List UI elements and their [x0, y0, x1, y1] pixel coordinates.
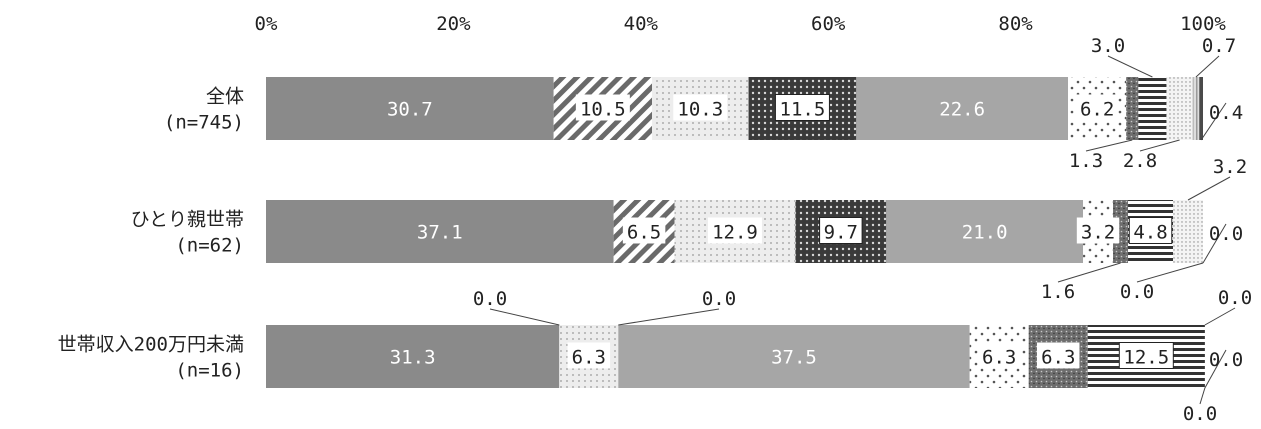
data-label: 4.8 [1133, 222, 1167, 244]
label-leader-line [1199, 387, 1206, 405]
category-label: (n=16) [175, 360, 244, 382]
data-label: 2.8 [1123, 150, 1157, 172]
data-label: 6.3 [982, 347, 1016, 369]
bar-segment [266, 200, 614, 263]
data-label-box [567, 342, 611, 369]
bar-segment [266, 77, 554, 140]
label-leader-line [1200, 102, 1227, 141]
bar-segment [1166, 77, 1193, 140]
data-label-box [575, 94, 630, 121]
data-label: 0.0 [1183, 403, 1217, 425]
data-label: 12.9 [712, 222, 758, 244]
data-label: 37.5 [771, 347, 817, 369]
bar-segment [1138, 77, 1167, 140]
data-label: 3.2 [1081, 222, 1115, 244]
data-label-box [819, 217, 863, 244]
bar-segment [266, 325, 560, 388]
x-tick-label: 100% [1180, 13, 1226, 35]
x-tick-label: 80% [998, 13, 1033, 35]
category-label: ひとり親世帯 [131, 209, 244, 231]
bar-segment [1199, 77, 1203, 140]
data-label: 6.2 [1080, 99, 1114, 121]
data-label: 3.0 [1091, 35, 1125, 57]
data-label: 10.3 [677, 99, 723, 121]
data-label: 3.2 [1213, 156, 1247, 178]
label-leader-line [618, 308, 720, 326]
data-label: 1.3 [1069, 150, 1103, 172]
data-label-box [1118, 342, 1174, 369]
data-label: 0.4 [1209, 102, 1243, 124]
data-label: 0.0 [1120, 281, 1154, 303]
label-leader-line [1204, 307, 1236, 326]
label-leader-line [1057, 262, 1121, 283]
x-tick-label: 20% [436, 13, 471, 35]
data-label: 21.0 [962, 222, 1008, 244]
category-label: 全体 [206, 86, 244, 108]
x-tick-label: 0% [255, 13, 278, 35]
bar-segment [886, 200, 1084, 263]
data-label: 0.0 [1218, 287, 1252, 309]
data-label-box [1076, 217, 1120, 244]
category-label: 世帯収入200万円未満 [58, 334, 244, 356]
data-label-box [774, 94, 830, 121]
label-leader-line [1202, 223, 1227, 264]
data-label: 0.0 [702, 288, 736, 310]
data-label: 37.1 [417, 222, 463, 244]
data-label: 0.7 [1202, 35, 1236, 57]
data-label: 11.5 [780, 99, 826, 121]
x-tick-label: 40% [624, 13, 659, 35]
x-tick-label: 60% [811, 13, 846, 35]
category-label: (n=62) [175, 235, 244, 257]
data-label-box [977, 342, 1021, 369]
data-label-box [707, 217, 762, 244]
label-leader-line [1085, 139, 1133, 152]
data-label-box [673, 94, 728, 121]
data-label-box [1036, 342, 1080, 369]
data-label-box [1128, 217, 1173, 244]
bar-segment [618, 325, 970, 388]
data-label: 31.3 [390, 347, 436, 369]
bar-segment [856, 77, 1069, 140]
data-label: 0.0 [1209, 223, 1243, 245]
data-label: 1.6 [1041, 281, 1075, 303]
bar-segment [1173, 200, 1203, 263]
data-label: 10.5 [580, 99, 626, 121]
data-label-box [622, 217, 666, 244]
label-leader-line [1195, 55, 1220, 78]
label-leader-line [1136, 262, 1204, 283]
bar-segment [1192, 77, 1200, 140]
data-label: 6.5 [627, 222, 661, 244]
data-label: 12.5 [1123, 347, 1169, 369]
data-label: 6.3 [1041, 347, 1075, 369]
bar-segment [1126, 77, 1139, 140]
category-label: (n=745) [164, 112, 244, 134]
label-leader-line [1204, 349, 1227, 389]
data-label: 0.0 [1209, 349, 1243, 371]
label-leader-line [1107, 55, 1153, 78]
data-label: 22.6 [939, 99, 985, 121]
data-label: 30.7 [387, 99, 433, 121]
label-leader-line [1187, 176, 1231, 201]
label-leader-line [489, 308, 560, 326]
bar-segment [1113, 200, 1129, 263]
data-label: 9.7 [824, 222, 858, 244]
data-label: 0.0 [473, 288, 507, 310]
data-label-box [1075, 94, 1119, 121]
data-label: 6.3 [572, 347, 606, 369]
label-leader-line [1139, 139, 1180, 152]
